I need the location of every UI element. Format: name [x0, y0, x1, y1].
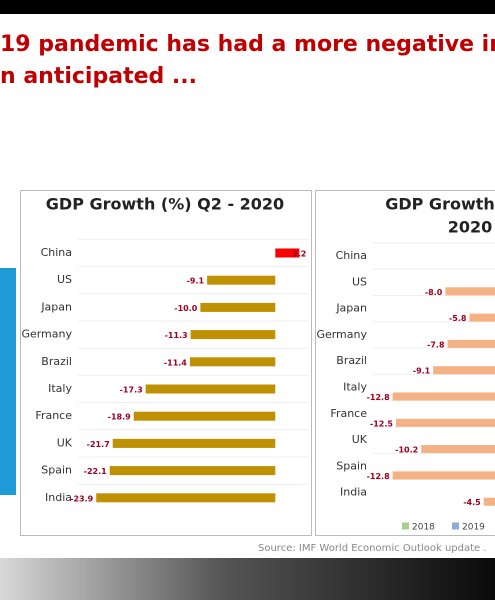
source: Source: IMF World Economic Outlook updat…: [258, 543, 487, 554]
footer-bar: [0, 558, 495, 600]
bar: [112, 438, 276, 448]
category-label: Brazil: [336, 354, 367, 367]
category-label: Italy: [343, 381, 367, 394]
value-label: -10.2: [395, 446, 418, 455]
legend-swatch: [402, 522, 409, 530]
bar: [200, 302, 276, 312]
bar: [395, 418, 495, 427]
category-label: Japan: [40, 300, 72, 313]
bar: [483, 497, 495, 506]
value-label: -7.8: [427, 340, 445, 349]
category-label: Brazil: [41, 355, 72, 368]
bar: [445, 287, 495, 296]
category-label: US: [57, 273, 72, 286]
category-label: Germany: [316, 328, 367, 341]
category-label: Japan: [335, 302, 367, 315]
bar: [96, 493, 276, 503]
category-label: India: [340, 486, 367, 499]
category-label: India: [45, 491, 72, 504]
bar: [275, 248, 300, 258]
slide-title: n anticipated ...: [0, 64, 197, 89]
chart-title: GDP Growth: [385, 195, 495, 214]
category-label: China: [41, 246, 72, 259]
bar: [189, 357, 276, 367]
value-label: -11.3: [165, 331, 188, 340]
bar: [133, 411, 276, 421]
bar: [392, 471, 495, 480]
value-label: -10.0: [174, 304, 197, 313]
bar: [447, 339, 495, 348]
bar: [433, 366, 495, 375]
category-label: UK: [57, 436, 73, 449]
category-label: UK: [352, 433, 368, 446]
slide-title: 19 pandemic has had a more negative impa…: [0, 32, 495, 57]
value-label: -4.5: [463, 498, 481, 507]
category-label: France: [330, 407, 367, 420]
value-label: -9.1: [187, 277, 205, 286]
value-label: -9.1: [413, 367, 431, 376]
bar: [145, 384, 276, 394]
value-label: -11.4: [164, 358, 187, 367]
value-label: -12.8: [367, 393, 390, 402]
top-bar: [0, 0, 495, 14]
category-label: France: [35, 409, 72, 422]
legend-label: 2018: [412, 523, 435, 533]
category-label: US: [352, 275, 367, 288]
value-label: -21.7: [87, 440, 110, 449]
legend-swatch: [452, 522, 459, 530]
chart-title: GDP Growth (%) Q2 - 2020: [46, 195, 284, 214]
value-label: -12.8: [367, 472, 390, 481]
side-panel: [0, 268, 16, 495]
bar: [190, 330, 276, 340]
category-label: Germany: [21, 328, 72, 341]
value-label: -22.1: [84, 467, 107, 476]
value-label: -23.9: [70, 494, 93, 503]
category-label: China: [336, 249, 367, 262]
bar: [392, 392, 495, 401]
value-label: -18.9: [108, 413, 131, 422]
plots: GDP Growth (%) Q2 - 2020 China US Japan Germ…: [21, 195, 495, 533]
legend-label: 2019: [462, 523, 485, 533]
bar: [207, 275, 276, 285]
value-label: -8.0: [425, 288, 443, 297]
category-label: Spain: [336, 459, 367, 472]
value-label: -17.3: [120, 386, 143, 395]
value-label: -12.5: [370, 419, 393, 428]
category-label: Italy: [48, 382, 72, 395]
bar: [469, 313, 495, 322]
chart-title: 2020: [448, 218, 493, 237]
bar: [421, 445, 495, 454]
value-label: 3.2: [292, 250, 306, 259]
value-label: -5.8: [449, 314, 467, 323]
category-label: Spain: [41, 464, 72, 477]
bar: [109, 466, 276, 476]
